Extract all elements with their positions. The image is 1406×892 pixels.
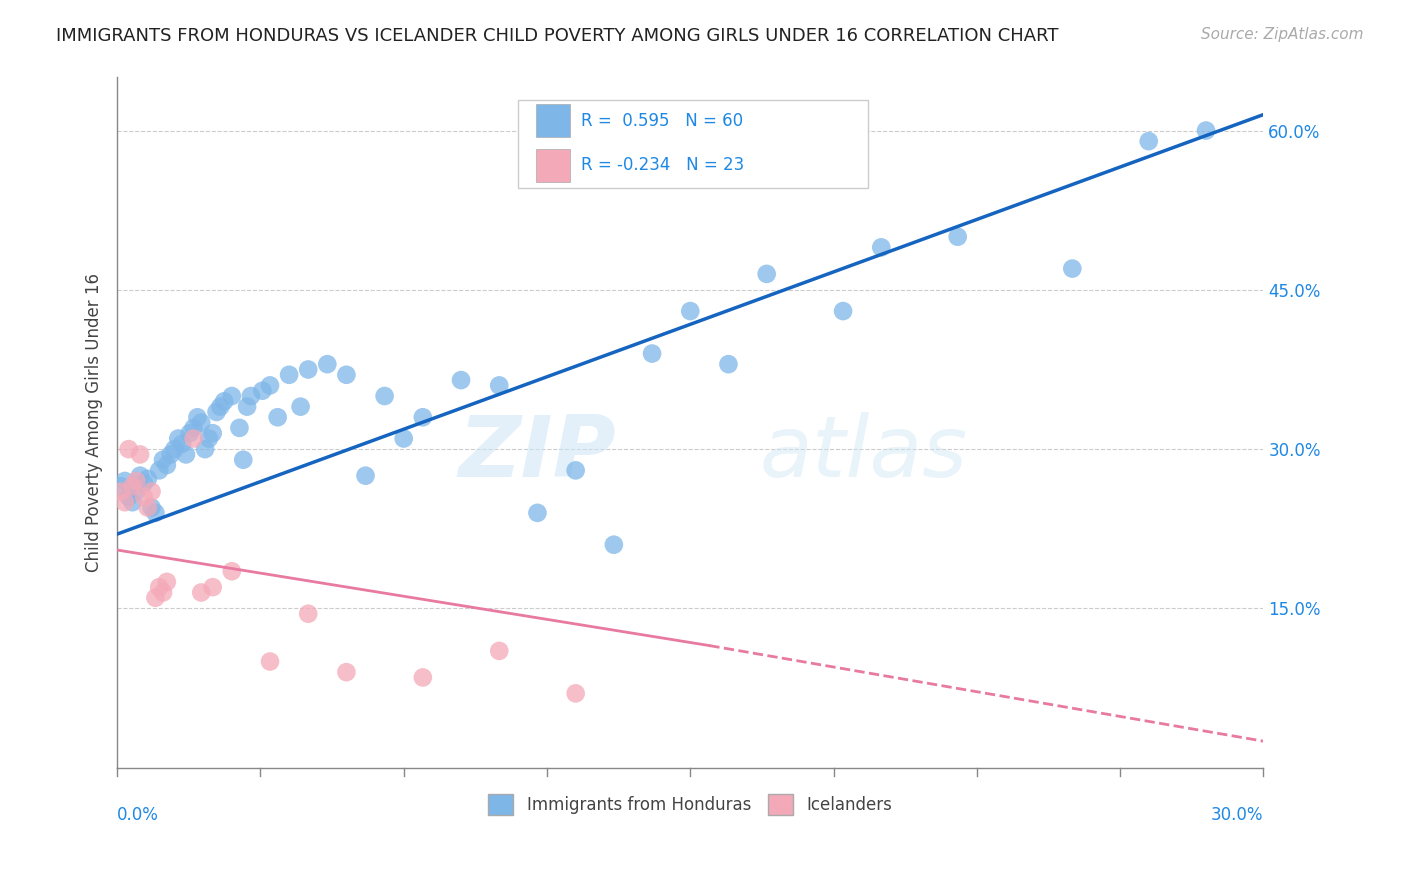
Legend: Immigrants from Honduras, Icelanders: Immigrants from Honduras, Icelanders [482,788,898,822]
Text: 30.0%: 30.0% [1211,805,1264,823]
Point [278,368,301,382]
Point [335,665,357,680]
Point [132,476,155,491]
Point [679,304,702,318]
Point [156,458,179,472]
Point [870,240,893,254]
Point [172,437,194,451]
Point [156,574,179,589]
Point [118,490,141,504]
Point [564,463,586,477]
Point [148,580,170,594]
Point [392,432,415,446]
Point [152,452,174,467]
Point [167,432,190,446]
Point [174,447,197,461]
Point [564,686,586,700]
Point [183,421,205,435]
Point [209,400,232,414]
Point [141,484,163,499]
Text: R = -0.234   N = 23: R = -0.234 N = 23 [581,156,745,174]
Point [212,394,235,409]
Point [335,368,357,382]
Point [946,229,969,244]
Point [148,463,170,477]
Point [121,479,143,493]
Point [641,346,664,360]
FancyBboxPatch shape [536,149,569,182]
Point [136,472,159,486]
Point [228,421,250,435]
Point [239,389,262,403]
FancyBboxPatch shape [519,100,868,188]
Point [152,585,174,599]
Point [488,378,510,392]
Point [297,607,319,621]
Point [374,389,396,403]
FancyBboxPatch shape [536,104,569,137]
Point [198,432,221,446]
Point [114,495,136,509]
Point [755,267,778,281]
Point [259,655,281,669]
Point [190,416,212,430]
Point [145,506,167,520]
Text: IMMIGRANTS FROM HONDURAS VS ICELANDER CHILD POVERTY AMONG GIRLS UNDER 16 CORRELA: IMMIGRANTS FROM HONDURAS VS ICELANDER CH… [56,27,1059,45]
Point [1062,261,1084,276]
Point [832,304,855,318]
Point [412,670,434,684]
Point [125,474,148,488]
Point [232,452,254,467]
Point [190,585,212,599]
Point [236,400,259,414]
Point [259,378,281,392]
Point [201,426,224,441]
Point [110,484,132,499]
Point [1137,134,1160,148]
Point [201,580,224,594]
Point [114,474,136,488]
Point [141,500,163,515]
Point [132,490,155,504]
Point [603,538,626,552]
Point [110,479,132,493]
Point [290,400,312,414]
Point [221,389,243,403]
Point [488,644,510,658]
Point [159,447,181,461]
Point [136,500,159,515]
Point [121,495,143,509]
Point [145,591,167,605]
Point [297,362,319,376]
Point [316,357,339,371]
Text: ZIP: ZIP [458,412,616,495]
Point [354,468,377,483]
Point [252,384,274,398]
Point [221,564,243,578]
Text: atlas: atlas [759,412,967,495]
Point [186,410,208,425]
Point [194,442,217,456]
Text: R =  0.595   N = 60: R = 0.595 N = 60 [581,112,744,129]
Point [183,432,205,446]
Point [266,410,288,425]
Point [717,357,740,371]
Point [129,447,152,461]
Point [526,506,548,520]
Point [1195,123,1218,137]
Point [179,426,201,441]
Point [450,373,472,387]
Point [118,442,141,456]
Text: 0.0%: 0.0% [117,805,159,823]
Point [129,468,152,483]
Point [205,405,228,419]
Text: Source: ZipAtlas.com: Source: ZipAtlas.com [1201,27,1364,42]
Y-axis label: Child Poverty Among Girls Under 16: Child Poverty Among Girls Under 16 [86,273,103,572]
Point [412,410,434,425]
Point [125,484,148,499]
Point [163,442,186,456]
